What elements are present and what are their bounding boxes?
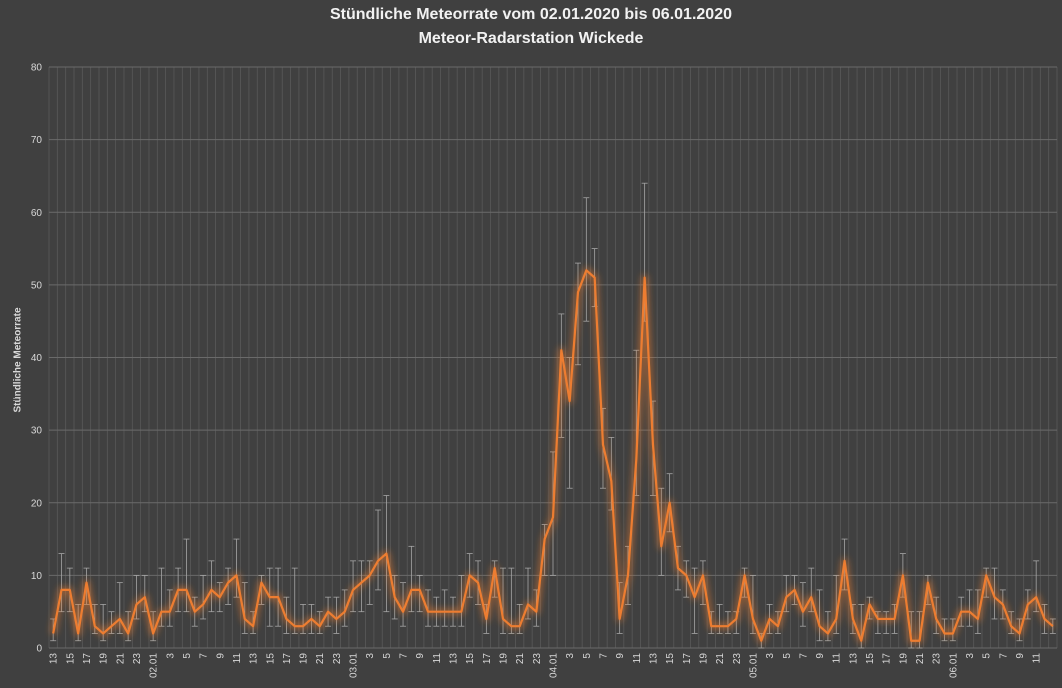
error-bar [116, 582, 123, 634]
x-tick-label: 05.01 [748, 653, 759, 678]
x-tick-label: 19 [499, 653, 510, 665]
x-tick-label: 7 [998, 653, 1009, 659]
y-tick-label: 40 [31, 353, 43, 364]
error-bar [1049, 618, 1056, 634]
x-tick-label: 13 [49, 653, 60, 665]
y-tick-label: 10 [31, 571, 43, 582]
x-tick-label: 02.01 [149, 653, 160, 678]
chart-title: Stündliche Meteorrate vom 02.01.2020 bis… [330, 6, 732, 23]
error-bar [583, 197, 590, 322]
error-bar [200, 574, 207, 620]
x-tick-label: 23 [332, 653, 343, 665]
x-tick-label: 3 [365, 653, 376, 659]
x-tick-label: 21 [915, 653, 926, 665]
x-tick-label: 13 [648, 653, 659, 665]
series-lines [50, 267, 1055, 644]
x-tick-label: 13 [249, 653, 260, 665]
x-tick-label: 13 [449, 653, 460, 665]
x-tick-label: 7 [199, 653, 210, 659]
x-tick-label: 11 [632, 653, 643, 664]
error-bar [883, 611, 890, 634]
x-tick-label: 7 [399, 653, 410, 659]
x-tick-label: 17 [282, 653, 293, 665]
y-tick-label: 80 [31, 63, 43, 74]
x-tick-label: 15 [865, 653, 876, 665]
x-tick-label: 15 [465, 653, 476, 665]
x-tick-label: 11 [432, 653, 443, 664]
x-tick-label: 19 [299, 653, 310, 665]
x-tick-label: 21 [715, 653, 726, 665]
x-tick-label: 9 [1015, 653, 1026, 659]
x-tick-label: 19 [99, 653, 110, 665]
error-bar [691, 567, 698, 634]
x-tick-label: 13 [848, 653, 859, 665]
y-tick-label: 50 [31, 280, 43, 291]
y-tick-label: 0 [36, 644, 42, 655]
series-line [52, 269, 1054, 642]
x-tick-label: 04.01 [549, 653, 560, 678]
x-tick-label: 17 [882, 653, 893, 665]
x-tick-label: 19 [698, 653, 709, 665]
x-tick-label: 9 [815, 653, 826, 659]
error-bar [441, 589, 448, 627]
error-bar [366, 560, 373, 605]
x-tick-label: 03.01 [349, 653, 360, 678]
x-tick-label: 3 [965, 653, 976, 659]
x-tick-label: 23 [132, 653, 143, 665]
x-tick-label: 5 [582, 653, 593, 659]
error-bar [375, 509, 382, 591]
x-tick-label: 5 [182, 653, 193, 659]
x-axis-ticks: 13 15 17 19 21 23 02.01 3 5 7 9 11 13 15 17 19 21 23 03.01… [49, 653, 1043, 678]
x-tick-label: 3 [565, 653, 576, 659]
x-tick-label: 7 [598, 653, 609, 659]
error-bar [408, 545, 415, 613]
error-bar [966, 589, 973, 627]
x-tick-label: 06.01 [948, 653, 959, 678]
x-tick-label: 15 [265, 653, 276, 665]
chart-subtitle: Meteor-Radarstation Wickede [418, 30, 644, 47]
x-tick-label: 17 [482, 653, 493, 665]
x-tick-label: 3 [165, 653, 176, 659]
x-tick-label: 3 [765, 653, 776, 659]
x-tick-label: 5 [982, 653, 993, 659]
x-tick-label: 21 [115, 653, 126, 665]
x-tick-label: 23 [732, 653, 743, 665]
x-tick-label: 17 [682, 653, 693, 665]
x-tick-label: 11 [232, 653, 243, 664]
y-tick-label: 30 [31, 426, 43, 437]
x-tick-label: 11 [1032, 653, 1043, 664]
error-bar [183, 538, 190, 613]
x-tick-label: 5 [782, 653, 793, 659]
x-tick-label: 7 [798, 653, 809, 659]
x-tick-label: 23 [532, 653, 543, 665]
x-tick-label: 21 [515, 653, 526, 665]
x-tick-label: 17 [82, 653, 93, 665]
x-tick-label: 11 [832, 653, 843, 664]
y-tick-label: 20 [31, 498, 43, 509]
x-tick-label: 9 [615, 653, 626, 659]
x-tick-label: 15 [665, 653, 676, 665]
x-tick-label: 19 [898, 653, 909, 665]
y-axis-ticks: 0 10 20 30 40 50 60 70 80 [31, 63, 43, 655]
x-tick-label: 15 [65, 653, 76, 665]
y-tick-label: 60 [31, 208, 43, 219]
error-bar [208, 560, 215, 613]
x-tick-label: 9 [415, 653, 426, 659]
x-tick-label: 5 [382, 653, 393, 659]
y-tick-label: 70 [31, 135, 43, 146]
x-tick-label: 21 [315, 653, 326, 665]
error-bar [816, 589, 823, 642]
x-tick-label: 9 [215, 653, 226, 659]
x-tick-label: 23 [932, 653, 943, 665]
